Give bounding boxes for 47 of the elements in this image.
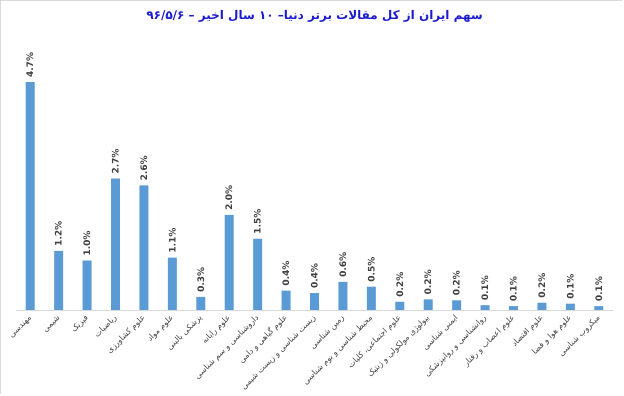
data-label: 0.2% bbox=[424, 269, 434, 294]
bar bbox=[168, 258, 177, 310]
bar bbox=[480, 305, 490, 310]
data-label: 2.6% bbox=[140, 155, 150, 180]
bar bbox=[566, 304, 575, 310]
data-label: 0.1% bbox=[566, 274, 576, 299]
x-tick-label: شیمی bbox=[40, 312, 62, 334]
bar bbox=[452, 300, 462, 310]
chart-title: سهم ایران از کل مقالات برتر دنیا– ۱۰ سال اخیر – ۹۶/۵/۶ bbox=[146, 8, 483, 22]
bar bbox=[338, 282, 348, 310]
bar bbox=[537, 302, 546, 310]
bar bbox=[196, 296, 206, 310]
data-label: 0.6% bbox=[338, 252, 349, 277]
bar bbox=[395, 302, 404, 310]
bar bbox=[424, 299, 433, 310]
data-label: 0.2% bbox=[538, 272, 548, 298]
data-label: 1.2% bbox=[54, 220, 65, 246]
bar bbox=[111, 178, 120, 310]
data-label: 0.4% bbox=[282, 260, 292, 286]
x-tick-label: مهندسی bbox=[6, 312, 34, 340]
data-label: 0.2% bbox=[396, 272, 406, 297]
bar bbox=[310, 293, 319, 310]
bar bbox=[54, 250, 64, 310]
data-label: 0.1% bbox=[481, 275, 492, 300]
bar bbox=[253, 238, 262, 310]
data-label: 0.3% bbox=[196, 266, 207, 292]
data-label: 1.5% bbox=[254, 208, 264, 234]
data-label: 0.1% bbox=[594, 276, 605, 302]
data-label: 0.2% bbox=[452, 270, 463, 296]
data-label: 2.7% bbox=[112, 148, 122, 174]
data-label: 0.4% bbox=[310, 263, 320, 288]
bar bbox=[82, 260, 92, 310]
data-label: 1.0% bbox=[83, 230, 94, 256]
bar bbox=[509, 306, 518, 310]
data-label: 0.1% bbox=[510, 276, 520, 302]
data-label: 4.7% bbox=[26, 52, 36, 77]
data-label: 1.1% bbox=[168, 228, 178, 253]
bar bbox=[26, 82, 35, 310]
bar bbox=[139, 185, 148, 310]
bar bbox=[594, 306, 604, 310]
bar bbox=[366, 286, 376, 310]
data-label: 0.5% bbox=[367, 256, 378, 282]
bar bbox=[224, 214, 234, 310]
x-tick-label: علوم مواد bbox=[145, 312, 176, 343]
data-label: 2.0% bbox=[225, 184, 236, 210]
bar bbox=[282, 290, 291, 310]
x-tick-label: فیزیک bbox=[69, 312, 90, 334]
